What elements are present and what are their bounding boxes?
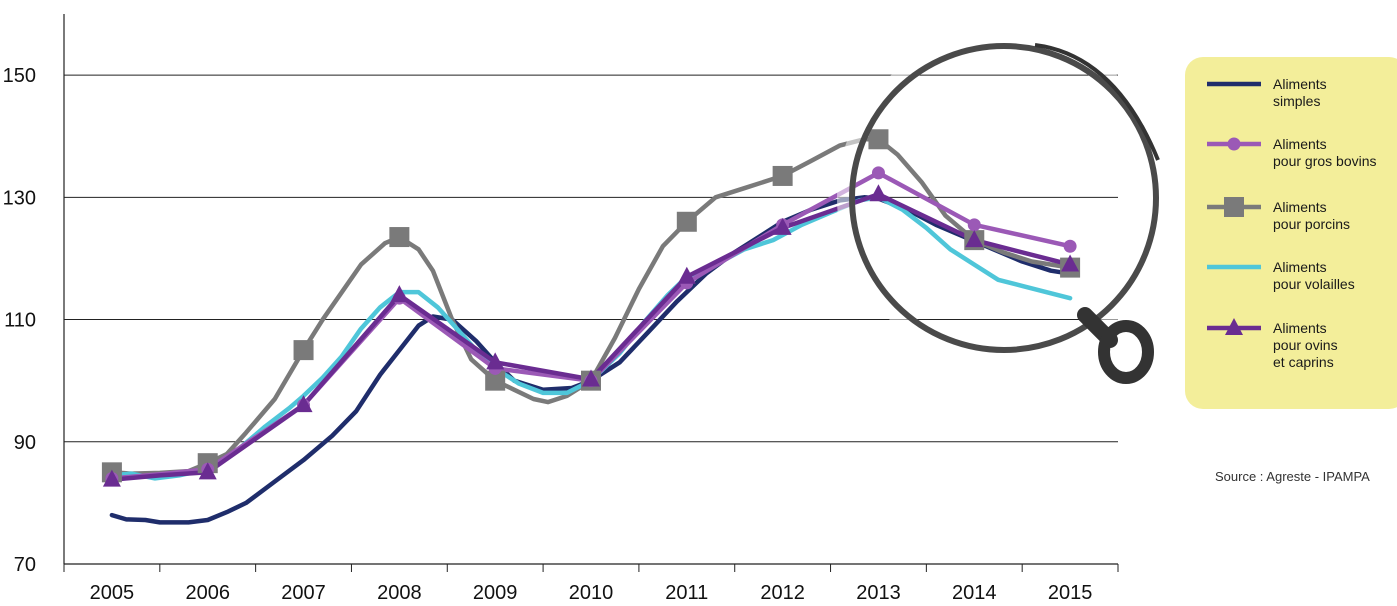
legend-label: simples <box>1273 93 1320 109</box>
y-tick-label: 130 <box>3 187 36 209</box>
series-line-1 <box>109 195 1073 525</box>
y-tick-label: 70 <box>14 554 36 576</box>
legend-marker-shape <box>1227 137 1241 151</box>
series-markers <box>101 129 1081 487</box>
x-tick-label: 2014 <box>952 582 997 604</box>
y-tick-label: 110 <box>4 310 36 332</box>
legend-label: Aliments <box>1273 320 1327 336</box>
data-point-marker <box>390 285 409 303</box>
data-point-marker <box>294 395 313 413</box>
y-tick-label: 90 <box>14 432 36 454</box>
magnifier-glass-icon <box>837 31 1171 384</box>
x-tick-label: 2013 <box>856 582 901 604</box>
data-point-marker <box>582 369 600 387</box>
data-point-marker <box>677 266 696 284</box>
data-point-marker <box>485 370 506 391</box>
legend-label: pour porcins <box>1273 216 1350 232</box>
y-tick-label: 150 <box>3 65 36 87</box>
data-point-marker <box>868 129 889 150</box>
legend-label: Aliments <box>1273 199 1327 215</box>
data-point-marker <box>102 469 121 487</box>
x-tick-label: 2009 <box>473 582 518 604</box>
legend-label: pour volailles <box>1273 276 1355 292</box>
data-point-marker <box>198 462 217 480</box>
data-point-marker <box>676 211 697 232</box>
x-tick-label: 2012 <box>760 582 805 604</box>
y-axis-labels: 70 90 110 130 150 <box>3 65 36 576</box>
data-point-marker <box>965 230 984 248</box>
legend-marker-shape <box>1225 318 1243 335</box>
data-point-marker <box>389 227 410 248</box>
legend-marker <box>1227 137 1241 151</box>
x-tick-label: 2015 <box>1048 582 1093 604</box>
source-note: Source : Agreste - IPAMPA <box>1215 469 1370 484</box>
x-tick-label: 2008 <box>377 582 422 604</box>
x-axis-labels: 2005 2006 2007 2008 2009 2010 2011 2012 2013 2014… <box>90 582 1093 604</box>
x-tick-label: 2007 <box>281 582 326 604</box>
legend-label: Aliments <box>1273 259 1327 275</box>
legend-marker <box>1225 318 1243 335</box>
data-point-marker <box>967 218 981 232</box>
data-point-marker <box>486 352 505 370</box>
legend-label: pour gros bovins <box>1273 153 1377 169</box>
x-tick-label: 2005 <box>90 582 135 604</box>
data-point-marker <box>293 340 314 361</box>
legend-marker <box>1224 197 1244 217</box>
data-point-marker <box>871 166 885 180</box>
axes <box>63 14 1118 565</box>
x-tick-label: 2011 <box>665 582 708 604</box>
gridlines <box>64 74 1118 443</box>
data-point-marker <box>773 217 792 235</box>
legend-label: et caprins <box>1273 354 1334 370</box>
data-point-marker <box>1063 239 1077 253</box>
data-point-marker <box>1061 254 1080 272</box>
legend-label: Aliments <box>1273 136 1327 152</box>
data-point-marker <box>869 184 888 202</box>
series-line-3 <box>109 137 1073 476</box>
legend-marker-shape <box>1224 197 1244 217</box>
data-point-marker <box>772 165 793 186</box>
legend-label: pour ovins <box>1273 337 1338 353</box>
series-line-4 <box>109 195 1073 481</box>
x-tick-label: 2006 <box>185 582 230 604</box>
x-axis-ticks <box>63 564 1119 572</box>
x-tick-label: 2010 <box>569 582 614 604</box>
legend-label: Aliments <box>1273 76 1327 92</box>
